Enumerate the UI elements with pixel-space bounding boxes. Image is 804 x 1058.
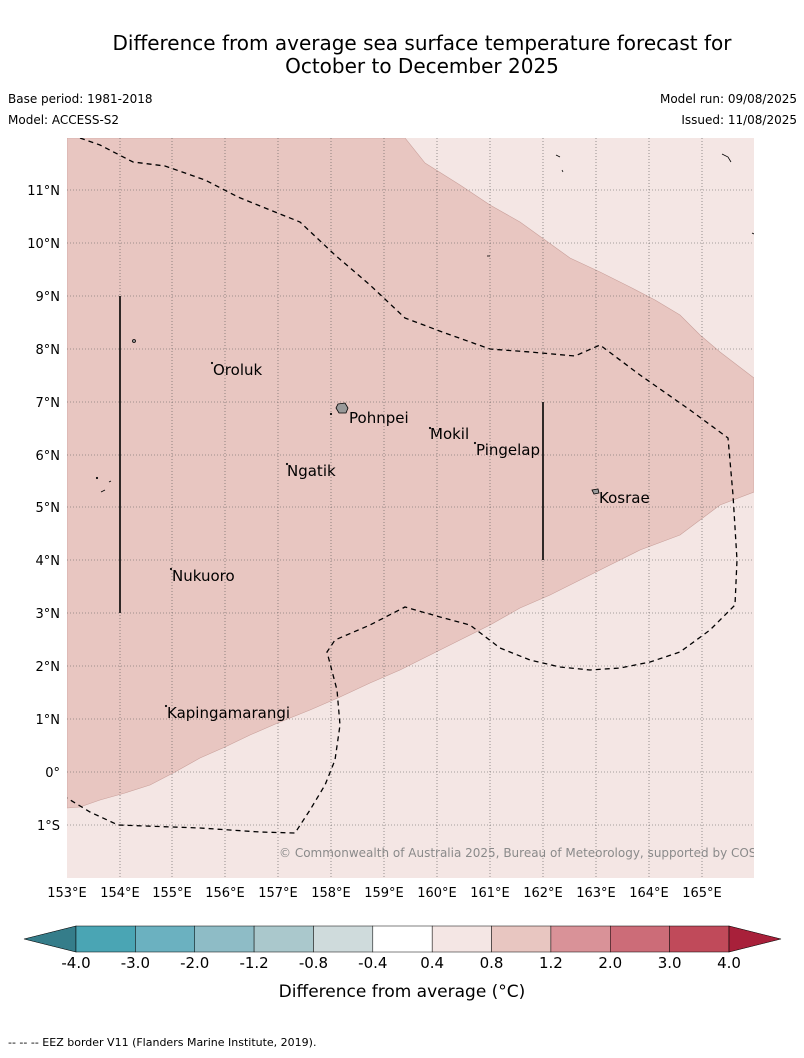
lon-tick: 156°E bbox=[205, 886, 245, 901]
place-label-pingelap: Pingelap bbox=[476, 441, 540, 459]
place-label-pohnpei: Pohnpei bbox=[349, 409, 409, 427]
lat-tick-labels: 11°N 10°N 9°N 8°N 7°N 6°N 5°N 4°N 3°N 2°… bbox=[27, 184, 60, 834]
colorbar-tick-label: -3.0 bbox=[121, 954, 150, 972]
zone-warm bbox=[67, 138, 754, 809]
colorbar-over-arrow bbox=[728, 925, 782, 953]
issued-date: Issued: 11/08/2025 bbox=[681, 113, 797, 127]
islet bbox=[100, 480, 112, 493]
colorbar-segment bbox=[669, 925, 730, 953]
lat-tick: 4°N bbox=[36, 554, 61, 569]
colorbar-tick-label: -2.0 bbox=[180, 954, 209, 972]
lon-tick: 162°E bbox=[523, 886, 563, 901]
islet bbox=[132, 339, 136, 343]
lat-tick: 6°N bbox=[36, 449, 61, 464]
colorbar-segment bbox=[610, 925, 670, 953]
lat-tick: 3°N bbox=[36, 607, 61, 622]
place-label-nukuoro: Nukuoro bbox=[172, 567, 235, 585]
base-period: Base period: 1981-2018 bbox=[8, 92, 153, 106]
colorbar-tick-label: 2.0 bbox=[598, 954, 622, 972]
lon-tick: 165°E bbox=[682, 886, 722, 901]
colorbar-segment bbox=[550, 925, 611, 953]
islet bbox=[751, 232, 754, 235]
islet bbox=[285, 462, 289, 466]
title-line-2: October to December 2025 bbox=[285, 54, 559, 78]
colorbar-tick-label: 3.0 bbox=[658, 954, 682, 972]
colorbar-segment bbox=[491, 925, 552, 953]
islet bbox=[721, 153, 732, 163]
islet bbox=[329, 412, 333, 416]
colorbar-segment bbox=[313, 925, 374, 953]
colorbar-segment bbox=[75, 925, 136, 953]
lon-tick-labels: 153°E 154°E 155°E 156°E 157°E 158°E 159°… bbox=[47, 886, 722, 901]
lat-tick: 1°N bbox=[36, 713, 61, 728]
place-label-mokil: Mokil bbox=[430, 425, 469, 443]
lon-tick: 155°E bbox=[152, 886, 192, 901]
lon-tick: 158°E bbox=[311, 886, 351, 901]
lat-tick: 1°S bbox=[37, 819, 60, 834]
lat-tick: 8°N bbox=[36, 343, 61, 358]
place-label-ngatik: Ngatik bbox=[287, 462, 336, 480]
colorbar-tick-label: -1.2 bbox=[239, 954, 268, 972]
colorbar-tick-label: -4.0 bbox=[61, 954, 90, 972]
colorbar-segment bbox=[135, 925, 195, 953]
colorbar-tick-label: 4.0 bbox=[717, 954, 741, 972]
colorbar: -4.0 -3.0 -2.0 -1.2 -0.8 -0.4 0.4 0.8 1.2 2.0 3.0 4… bbox=[23, 925, 782, 1002]
map-area: Oroluk Pohnpei Mokil Pingelap Ngatik Kos… bbox=[67, 138, 784, 878]
islet bbox=[210, 361, 214, 365]
place-label-kosrae: Kosrae bbox=[599, 489, 650, 507]
title-line-1: Difference from average sea surface temp… bbox=[112, 31, 732, 55]
lon-tick: 159°E bbox=[364, 886, 404, 901]
islet bbox=[169, 567, 173, 571]
footer-legend-note: -- -- -- EEZ border V11 (Flanders Marine… bbox=[8, 1036, 317, 1049]
colorbar-labels: -4.0 -3.0 -2.0 -1.2 -0.8 -0.4 0.4 0.8 1.2 2.0 3.0 4… bbox=[61, 954, 741, 972]
place-label-oroluk: Oroluk bbox=[213, 361, 262, 379]
islet bbox=[555, 154, 564, 173]
copyright-notice: © Commonwealth of Australia 2025, Bureau… bbox=[279, 846, 784, 860]
colorbar-tick-label: -0.4 bbox=[358, 954, 387, 972]
colorbar-tick-label: 0.8 bbox=[480, 954, 504, 972]
lon-tick: 153°E bbox=[47, 886, 87, 901]
lat-tick: 0° bbox=[45, 766, 60, 781]
colorbar-segment bbox=[372, 925, 433, 953]
colorbar-segment bbox=[431, 925, 492, 953]
colorbar-tick-label: -0.8 bbox=[299, 954, 328, 972]
model-name: Model: ACCESS-S2 bbox=[8, 113, 120, 127]
lon-tick: 157°E bbox=[258, 886, 298, 901]
lon-tick: 163°E bbox=[576, 886, 616, 901]
lon-tick: 161°E bbox=[470, 886, 510, 901]
lat-tick: 7°N bbox=[36, 396, 61, 411]
lat-tick: 2°N bbox=[36, 660, 61, 675]
islands bbox=[95, 153, 754, 708]
colorbar-title: Difference from average (°C) bbox=[279, 982, 526, 1002]
pohnpei-island bbox=[335, 402, 349, 414]
gridlines bbox=[67, 138, 754, 878]
colorbar-tick-label: 1.2 bbox=[539, 954, 563, 972]
lat-tick: 9°N bbox=[36, 290, 61, 305]
islet bbox=[473, 441, 477, 445]
lon-tick: 160°E bbox=[417, 886, 457, 901]
chart-title: Difference from average sea surface temp… bbox=[0, 32, 804, 78]
colorbar-segment bbox=[194, 925, 255, 953]
colorbar-tick-label: 0.4 bbox=[420, 954, 444, 972]
colorbar-segments bbox=[75, 925, 730, 953]
lat-tick: 11°N bbox=[27, 184, 60, 199]
place-label-kapingamarangi: Kapingamarangi bbox=[167, 704, 290, 722]
islet bbox=[95, 476, 99, 480]
model-run: Model run: 09/08/2025 bbox=[659, 92, 797, 106]
islet bbox=[428, 426, 432, 430]
colorbar-segment bbox=[253, 925, 314, 953]
kosrae-island bbox=[591, 488, 600, 495]
colorbar-under-arrow bbox=[23, 925, 77, 953]
lat-tick: 10°N bbox=[27, 237, 60, 252]
lon-tick: 154°E bbox=[100, 886, 140, 901]
islet bbox=[164, 704, 168, 708]
lon-tick: 164°E bbox=[629, 886, 669, 901]
lat-tick: 5°N bbox=[36, 501, 61, 516]
